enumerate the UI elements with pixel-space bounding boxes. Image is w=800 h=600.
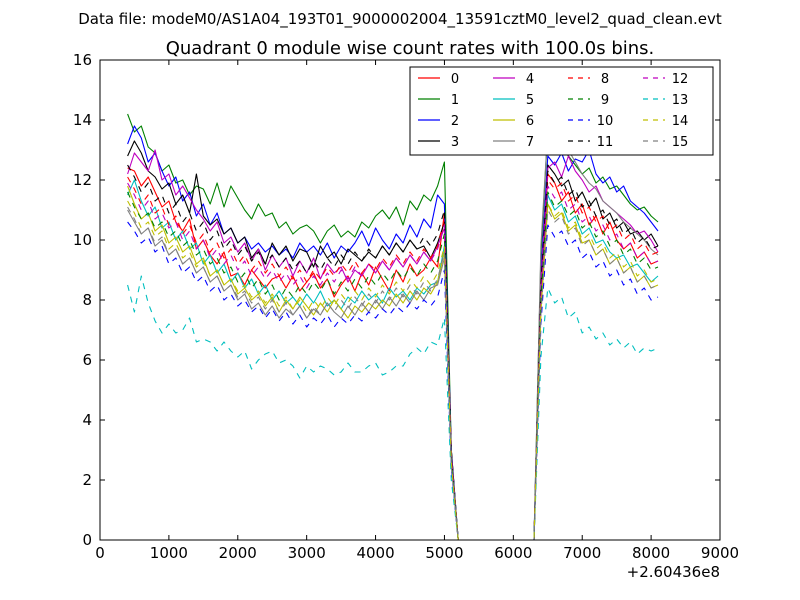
x-tick-label: 7000 — [563, 544, 601, 562]
x-tick-label: 8000 — [632, 544, 670, 562]
legend-label-4: 4 — [526, 72, 534, 87]
legend-label-0: 0 — [451, 72, 459, 87]
x-tick-label: 1000 — [150, 544, 188, 562]
y-tick-label: 0 — [82, 531, 92, 549]
series-line-5 — [127, 179, 659, 540]
legend-label-10: 10 — [597, 114, 614, 129]
x-tick-label: 9000 — [701, 544, 739, 562]
series-line-13 — [127, 275, 659, 540]
axis-ticks: 0 1000 2000 3000 4000 5000 6000 7000 8000 9000 0 2 4… — [73, 51, 739, 562]
legend-label-2: 2 — [451, 114, 459, 129]
series-line-12 — [127, 182, 659, 540]
y-tick-label: 10 — [73, 231, 92, 249]
series-line-9 — [127, 191, 659, 540]
legend-label-11: 11 — [597, 135, 614, 150]
series-line-0 — [127, 167, 659, 540]
y-tick-label: 2 — [82, 471, 92, 489]
y-tick-label: 14 — [73, 111, 92, 129]
y-tick-label: 8 — [82, 291, 92, 309]
legend-label-13: 13 — [672, 93, 689, 108]
series-line-3 — [127, 140, 659, 540]
y-tick-label: 12 — [73, 171, 92, 189]
series-line-15 — [127, 206, 659, 540]
x-offset-label: +2.60436e8 — [627, 563, 720, 581]
series-line-14 — [127, 200, 659, 540]
legend-box — [409, 66, 714, 156]
series-line-2 — [127, 125, 659, 540]
legend-label-1: 1 — [451, 93, 459, 108]
x-tick-label: 0 — [95, 544, 105, 562]
y-tick-label: 6 — [82, 351, 92, 369]
x-tick-label: 3000 — [288, 544, 326, 562]
data-file-suptitle: Data file: modeM0/AS1A04_193T01_90000020… — [78, 10, 722, 29]
series-line-11 — [127, 164, 659, 540]
y-tick-label: 16 — [73, 51, 92, 69]
legend-label-3: 3 — [451, 135, 459, 150]
legend-label-14: 14 — [672, 114, 689, 129]
legend-label-6: 6 — [526, 114, 534, 129]
legend-label-9: 9 — [601, 93, 609, 108]
legend-label-7: 7 — [526, 135, 534, 150]
series-line-8 — [127, 176, 659, 540]
chart-title: Quadrant 0 module wise count rates with … — [166, 38, 655, 59]
x-tick-label: 5000 — [425, 544, 463, 562]
legend-label-8: 8 — [601, 72, 609, 87]
x-tick-label: 4000 — [356, 544, 394, 562]
series-line-10 — [127, 221, 659, 540]
x-tick-label: 6000 — [494, 544, 532, 562]
legend-label-15: 15 — [672, 135, 689, 150]
y-tick-label: 4 — [82, 411, 92, 429]
legend-label-5: 5 — [526, 93, 534, 108]
legend-label-12: 12 — [672, 72, 689, 87]
x-tick-label: 2000 — [219, 544, 257, 562]
series-layer — [127, 113, 659, 540]
